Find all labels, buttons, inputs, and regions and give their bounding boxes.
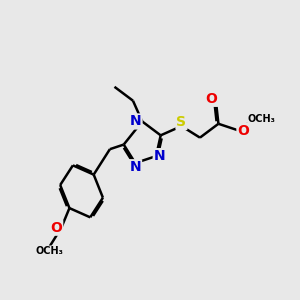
- Text: O: O: [237, 124, 249, 138]
- Text: O: O: [50, 221, 62, 235]
- Text: N: N: [154, 149, 165, 163]
- Text: N: N: [130, 160, 141, 174]
- Text: S: S: [176, 115, 187, 129]
- Text: N: N: [130, 115, 142, 128]
- Text: O: O: [206, 92, 218, 106]
- Text: OCH₃: OCH₃: [36, 246, 64, 256]
- Text: OCH₃: OCH₃: [248, 114, 276, 124]
